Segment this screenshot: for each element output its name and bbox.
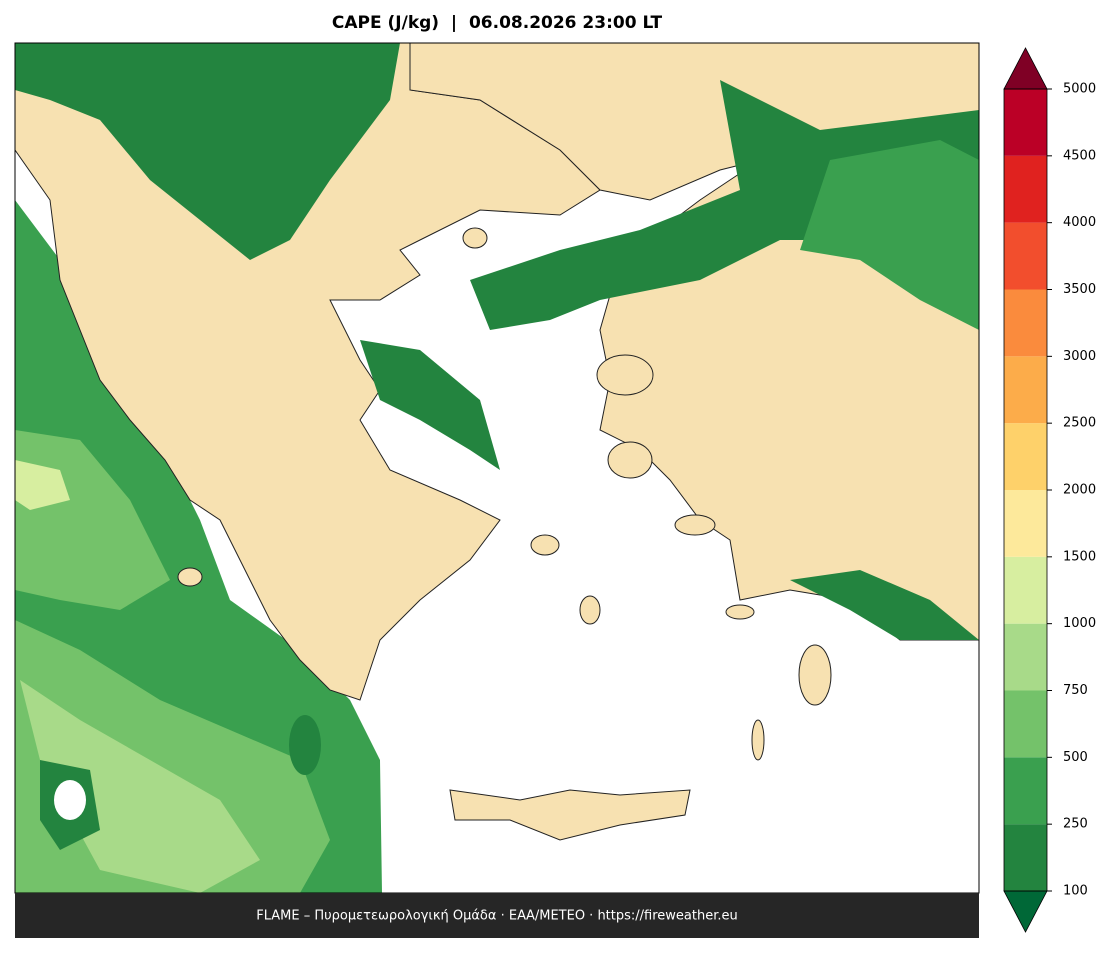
colorbar-band (1004, 289, 1047, 357)
colorbar-band (1004, 690, 1047, 758)
colorbar-tick-label: 4500 (1063, 148, 1096, 163)
colorbar-tick-label: 500 (1063, 750, 1088, 765)
island (177, 567, 203, 587)
island (798, 644, 832, 706)
colorbar-tick-label: 5000 (1063, 82, 1096, 97)
island (725, 604, 755, 620)
land (15, 43, 601, 701)
colorbar-tick-label: 4000 (1063, 215, 1096, 230)
colorbar-tick-label: 3500 (1063, 282, 1096, 297)
green-field (470, 80, 979, 330)
colorbar-band (1004, 490, 1047, 557)
colorbar-under (1003, 890, 1048, 933)
island (751, 719, 765, 761)
colorbar-tick-label: 1500 (1063, 549, 1096, 564)
footer-credit: FLAME – Πυρομετεωρολογική Ομάδα · ΕΑΑ/ME… (256, 909, 738, 924)
colorbar-tick-label: 2500 (1063, 416, 1096, 431)
island (607, 441, 653, 479)
colorbar-band (1004, 423, 1047, 490)
colorbar-tick-label: 1000 (1063, 616, 1096, 631)
colorbar-tick-label: 250 (1063, 817, 1088, 832)
green-field (790, 570, 979, 640)
island (462, 227, 488, 249)
colorbar-band (1004, 222, 1047, 290)
colorbar-band (1004, 623, 1047, 691)
map-title: CAPE (J/kg) | 06.08.2026 23:00 LT (332, 13, 663, 33)
colorbar-band (1004, 757, 1047, 825)
green-field (15, 43, 400, 260)
island (449, 789, 691, 841)
colorbar-band (1004, 155, 1047, 223)
colorbar: 100 250 500 750 1000 1500 2000 2500 3000 3500 4000… (1003, 47, 1096, 933)
colorbar-tick-label: 100 (1063, 884, 1088, 899)
colorbar-band (1004, 824, 1047, 891)
green-field (15, 460, 70, 510)
footer-bar (15, 893, 979, 938)
colorbar-band (1004, 89, 1047, 156)
colorbar-tick-label: 2000 (1063, 483, 1096, 498)
map (14, 42, 980, 894)
colorbar-over (1003, 47, 1048, 90)
green-field (800, 140, 979, 330)
island (596, 354, 654, 396)
colorbar-band (1004, 356, 1047, 424)
green-field (20, 680, 260, 893)
gap (54, 780, 86, 820)
island (530, 534, 560, 556)
colorbar-band (1004, 556, 1047, 624)
island (674, 514, 716, 536)
green-field (360, 340, 500, 470)
island (579, 595, 601, 625)
colorbar-tick-label: 3000 (1063, 349, 1096, 364)
green-field (289, 715, 321, 775)
colorbar-tick-label: 750 (1063, 683, 1088, 698)
